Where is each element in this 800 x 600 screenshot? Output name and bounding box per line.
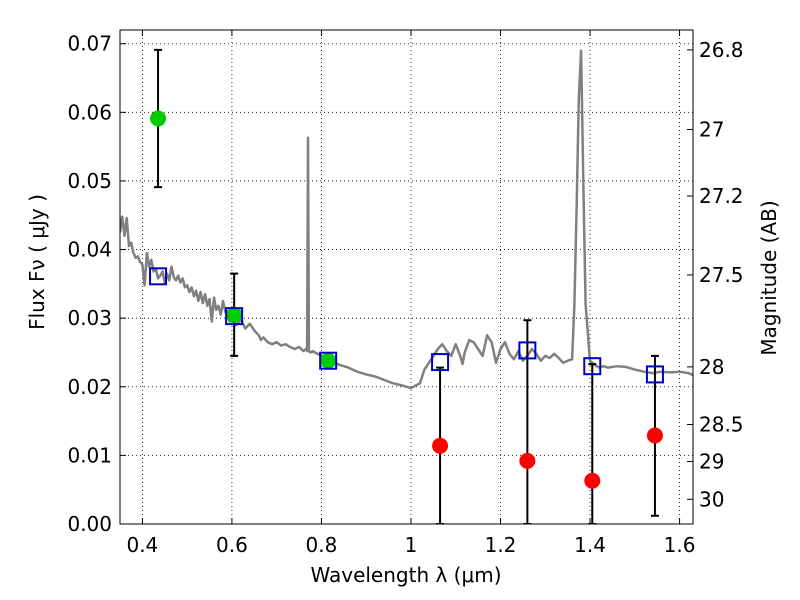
x-tick-label: 0.6 bbox=[216, 533, 248, 557]
right-tick-label: 26.8 bbox=[699, 38, 744, 62]
model-photometry-square bbox=[518, 341, 537, 360]
y-tick-label: 0.05 bbox=[67, 169, 112, 193]
ticks: 0.4 0.6 0.8 1 1.2 1.4 1.6 0.00 0.01 0.02 0.03 0.04 0… bbox=[67, 30, 744, 557]
right-tick-label: 28 bbox=[699, 355, 724, 379]
x-tick-label: 0.8 bbox=[306, 533, 338, 557]
grid bbox=[120, 30, 693, 525]
right-tick-label: 27.5 bbox=[699, 263, 744, 287]
right-tick-label: 27 bbox=[699, 117, 724, 141]
y-tick-label: 0.00 bbox=[67, 512, 112, 536]
plot-frame bbox=[119, 29, 694, 525]
right-tick-label: 30 bbox=[699, 487, 724, 511]
data-point bbox=[226, 306, 243, 323]
x-axis-title: Wavelength λ (μm) bbox=[310, 563, 501, 587]
x-tick-label: 1 bbox=[405, 533, 418, 557]
plot-area bbox=[120, 48, 693, 524]
model-photometry-square bbox=[319, 351, 338, 370]
model-photometry-square bbox=[149, 267, 168, 286]
model-photometry-square bbox=[225, 307, 244, 326]
right-axis-title: Magnitude (AB) bbox=[757, 200, 781, 355]
right-tick-label: 27.2 bbox=[699, 184, 744, 208]
y-tick-label: 0.03 bbox=[67, 306, 112, 330]
data-point bbox=[320, 352, 337, 369]
model-photometry-square bbox=[645, 365, 664, 384]
spectrum-line bbox=[120, 49, 693, 390]
x-tick-label: 1.4 bbox=[574, 533, 606, 557]
data-point bbox=[646, 427, 663, 444]
data-point bbox=[150, 110, 167, 127]
model-photometry-square bbox=[583, 357, 602, 376]
x-tick-label: 1.6 bbox=[664, 533, 696, 557]
y-axis-title: Flux Fν ( μJy ) bbox=[25, 194, 49, 330]
model-photometry-square bbox=[431, 353, 450, 372]
y-tick-label: 0.04 bbox=[67, 238, 112, 262]
y-tick-label: 0.02 bbox=[67, 375, 112, 399]
data-point bbox=[432, 437, 449, 454]
x-tick-label: 1.2 bbox=[485, 533, 517, 557]
y-tick-label: 0.06 bbox=[67, 100, 112, 124]
y-tick-label: 0.01 bbox=[67, 443, 112, 467]
right-tick-label: 29 bbox=[699, 450, 724, 474]
x-tick-label: 0.4 bbox=[126, 533, 158, 557]
y-tick-label: 0.07 bbox=[67, 32, 112, 56]
data-point bbox=[584, 472, 601, 489]
data-point bbox=[519, 452, 536, 469]
right-tick-label: 28.5 bbox=[699, 413, 744, 437]
